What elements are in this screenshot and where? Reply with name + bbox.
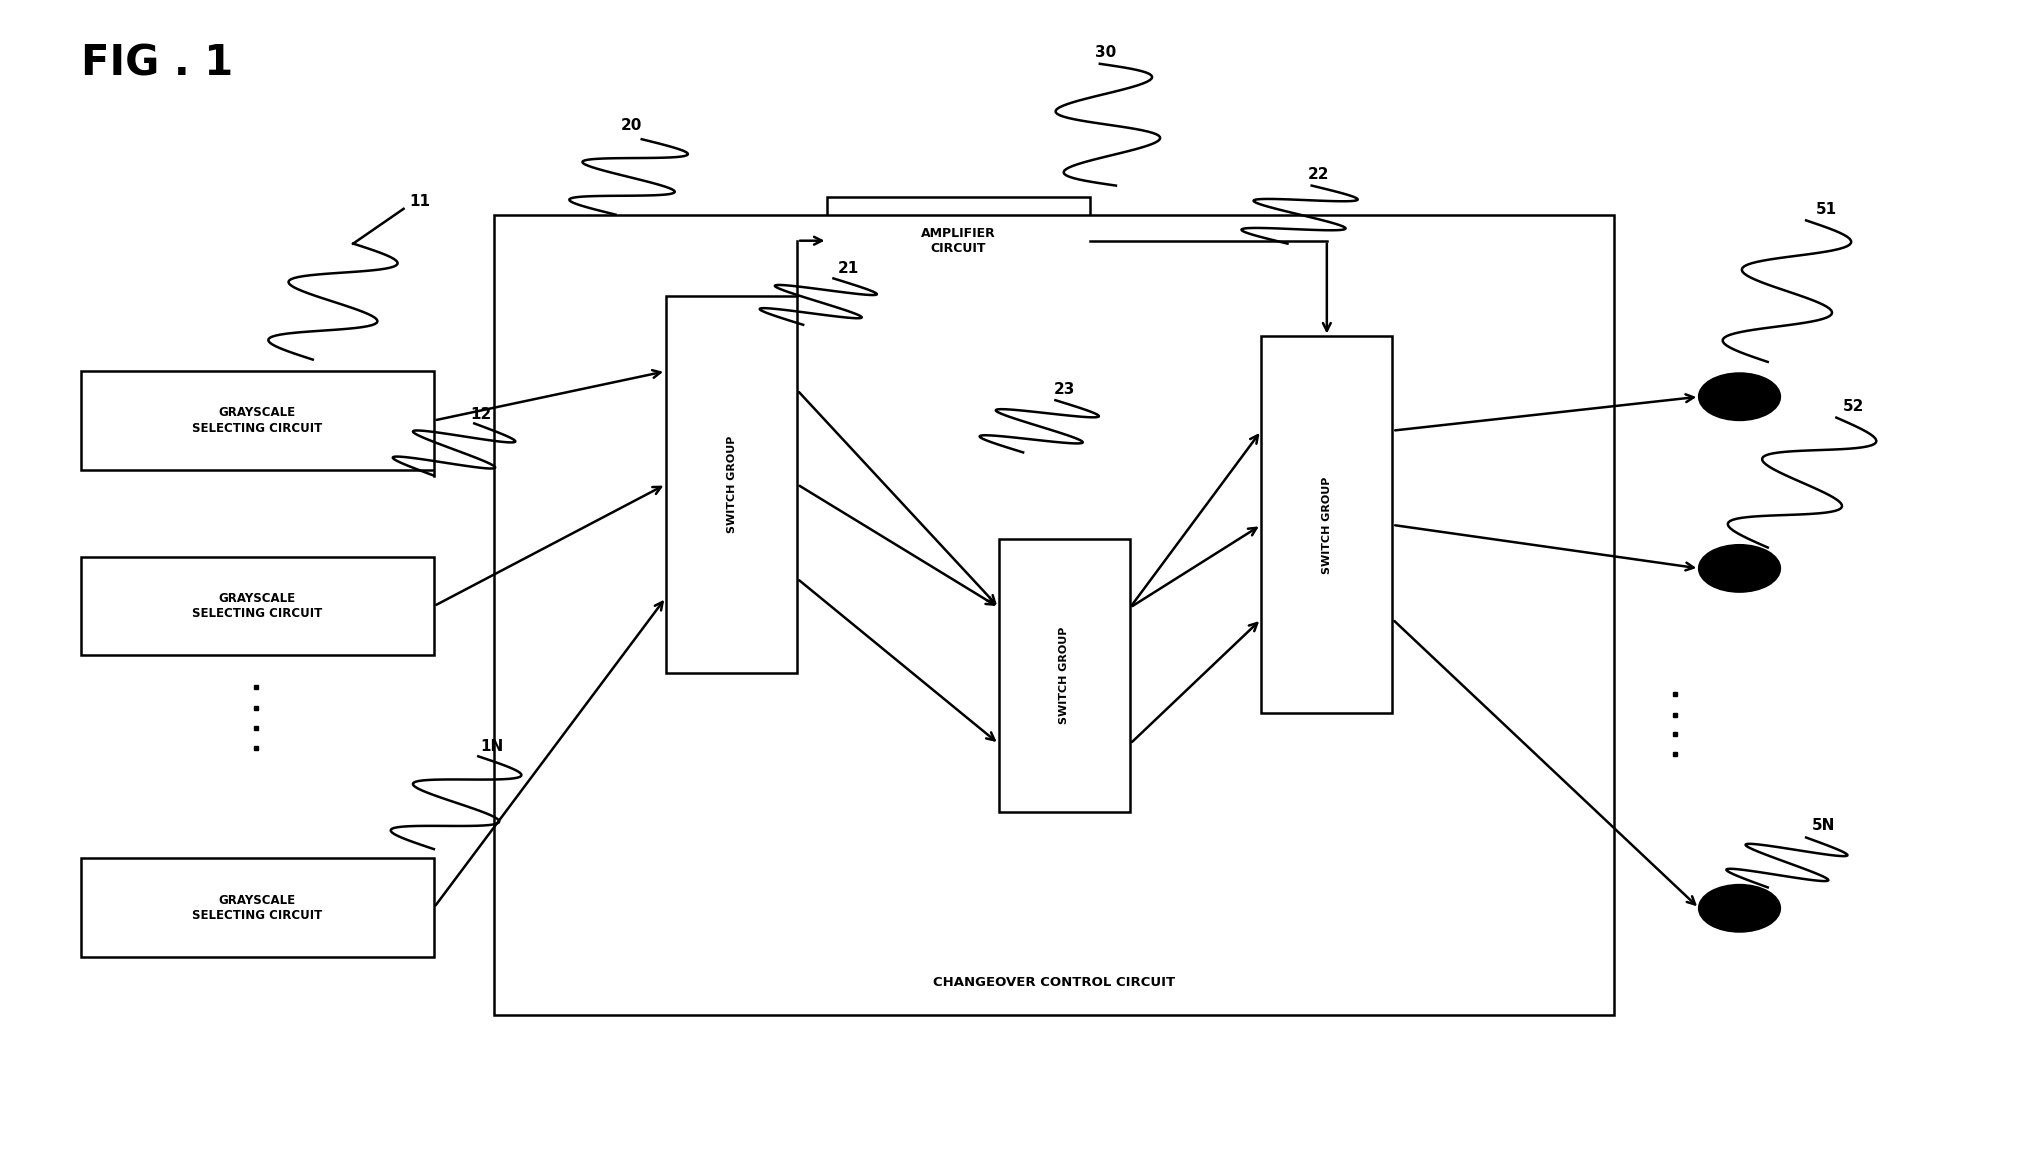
Text: GRAYSCALE
SELECTING CIRCUIT: GRAYSCALE SELECTING CIRCUIT [192,406,323,435]
Text: 21: 21 [837,261,860,276]
Text: 12: 12 [470,407,492,422]
Text: AMPLIFIER
CIRCUIT: AMPLIFIER CIRCUIT [920,226,997,255]
Circle shape [1699,374,1780,420]
Text: 1N: 1N [480,739,504,754]
Text: 22: 22 [1308,167,1330,182]
Text: GRAYSCALE
SELECTING CIRCUIT: GRAYSCALE SELECTING CIRCUIT [192,592,323,621]
Bar [81,557,434,655]
Text: 20: 20 [622,118,642,133]
Bar [1261,336,1392,713]
Bar [494,215,1614,1015]
Text: CHANGEOVER CONTROL CIRCUIT: CHANGEOVER CONTROL CIRCUIT [934,976,1174,989]
Bar [81,858,434,957]
Text: GRAYSCALE
SELECTING CIRCUIT: GRAYSCALE SELECTING CIRCUIT [192,893,323,922]
Text: 30: 30 [1096,45,1116,60]
Text: 52: 52 [1842,399,1865,414]
Text: SWITCH GROUP: SWITCH GROUP [1059,628,1070,724]
Text: SWITCH GROUP: SWITCH GROUP [1322,477,1332,573]
Text: 51: 51 [1816,202,1836,217]
Bar [999,539,1130,812]
Bar [666,296,797,673]
Text: 5N: 5N [1812,818,1836,833]
Bar [827,197,1090,284]
Circle shape [1699,545,1780,592]
Bar [81,371,434,470]
Circle shape [1699,885,1780,931]
Text: FIG . 1: FIG . 1 [81,43,232,85]
Text: 23: 23 [1053,382,1076,397]
Text: 11: 11 [410,194,430,209]
Text: SWITCH GROUP: SWITCH GROUP [726,436,737,532]
